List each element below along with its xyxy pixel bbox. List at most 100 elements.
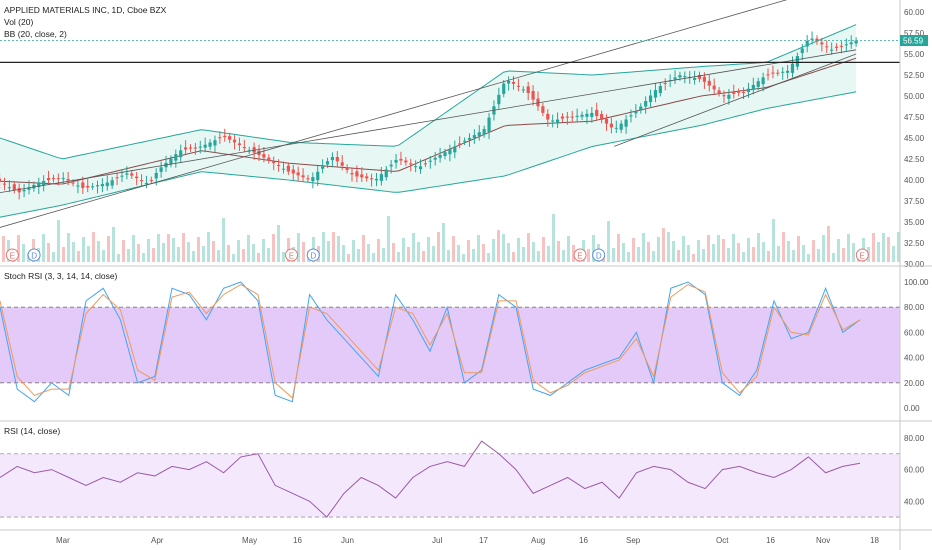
x-tick-label: Nov xyxy=(816,536,830,545)
candle xyxy=(242,147,246,149)
bollinger-lower xyxy=(0,91,857,218)
volume-bar xyxy=(702,249,705,262)
candle xyxy=(502,83,506,94)
candle xyxy=(369,178,374,180)
volume-bar xyxy=(142,253,145,262)
candle xyxy=(467,137,472,140)
volume-bar xyxy=(352,240,355,262)
candle xyxy=(169,158,173,164)
candle xyxy=(756,81,760,87)
stoch-tick-label: 40.00 xyxy=(904,354,925,363)
candle xyxy=(130,173,134,176)
candle xyxy=(100,184,104,187)
volume-bar xyxy=(82,237,85,262)
candle xyxy=(27,187,31,190)
volume-bar xyxy=(442,223,445,262)
price-tick-label: 52.50 xyxy=(904,71,925,80)
volume-bar xyxy=(842,248,845,262)
volume-bar xyxy=(687,245,690,262)
candle xyxy=(751,84,755,90)
volume-bar xyxy=(747,238,750,262)
volume-bar xyxy=(717,235,720,262)
candle xyxy=(306,178,310,180)
candle xyxy=(37,182,41,187)
volume-bar xyxy=(647,242,650,262)
volume-bar xyxy=(742,252,745,262)
candle xyxy=(761,77,765,85)
rsi-tick-label: 80.00 xyxy=(904,434,925,443)
candle xyxy=(423,163,428,165)
volume-bar xyxy=(762,242,765,262)
candle xyxy=(7,187,12,189)
volume-bar xyxy=(737,243,740,262)
candle xyxy=(825,46,829,48)
volume-bar xyxy=(372,253,375,262)
candle xyxy=(115,177,119,179)
volume-bar xyxy=(337,236,340,262)
rsi-tick-label: 60.00 xyxy=(904,466,925,475)
x-tick-label: 17 xyxy=(479,536,488,545)
candle xyxy=(614,127,618,129)
volume-bar xyxy=(612,248,615,262)
x-tick-label: Mar xyxy=(56,536,70,545)
volume-bar xyxy=(362,235,365,262)
candle xyxy=(443,152,447,157)
volume-bar xyxy=(587,249,590,262)
x-tick-label: 16 xyxy=(293,536,302,545)
x-tick-label: Jun xyxy=(341,536,354,545)
stoch-series-d xyxy=(0,283,861,399)
volume-bar xyxy=(782,232,785,262)
volume-bar xyxy=(262,239,265,262)
volume-bar xyxy=(187,242,190,262)
candle xyxy=(135,176,139,179)
price-tick-label: 47.50 xyxy=(904,113,925,122)
volume-bar xyxy=(222,218,225,262)
volume-bar xyxy=(667,232,670,262)
volume-bar xyxy=(732,234,735,262)
candle xyxy=(345,167,349,171)
volume-bar xyxy=(872,233,875,262)
stoch-legend[interactable]: Stoch RSI (3, 3, 14, 14, close) xyxy=(4,271,118,281)
candle xyxy=(565,116,569,118)
volume-bar xyxy=(547,246,550,262)
rsi-legend[interactable]: RSI (14, close) xyxy=(4,426,60,436)
volume-bar xyxy=(117,254,120,262)
volume-bar xyxy=(487,253,490,262)
bollinger-fill xyxy=(0,24,857,218)
volume-bar xyxy=(157,234,160,262)
price-tick-label: 30.00 xyxy=(904,260,925,269)
candle xyxy=(22,189,26,192)
volume-bar xyxy=(257,253,260,262)
volume-bar xyxy=(17,235,20,262)
candle xyxy=(350,173,354,175)
x-tick-label: Jul xyxy=(432,536,442,545)
candle xyxy=(379,174,383,181)
candle xyxy=(790,63,795,73)
rsi-pane[interactable] xyxy=(0,440,900,518)
volume-bar xyxy=(622,243,625,262)
volume-bar xyxy=(247,235,250,262)
stoch-rsi-pane[interactable] xyxy=(0,281,900,403)
candle xyxy=(438,155,442,158)
last-price-label: 56.59 xyxy=(903,37,924,46)
candle xyxy=(374,178,379,181)
bb-legend[interactable]: BB (20, close, 2) xyxy=(4,29,67,39)
candle xyxy=(551,120,555,122)
rsi-tick-label: 40.00 xyxy=(904,497,925,506)
rsi-band xyxy=(0,453,900,518)
candle xyxy=(46,178,51,181)
volume-bar xyxy=(837,239,840,262)
volume-bar xyxy=(267,248,270,262)
candle xyxy=(384,169,388,178)
candle xyxy=(51,178,56,180)
earnings-marker xyxy=(855,248,869,262)
volume-bar xyxy=(382,248,385,262)
earnings-marker xyxy=(5,248,19,262)
vol-legend[interactable]: Vol (20) xyxy=(4,17,33,27)
volume-bar xyxy=(412,233,415,262)
volume-bar xyxy=(777,246,780,262)
candle xyxy=(237,143,242,146)
volume-bar xyxy=(852,243,855,262)
